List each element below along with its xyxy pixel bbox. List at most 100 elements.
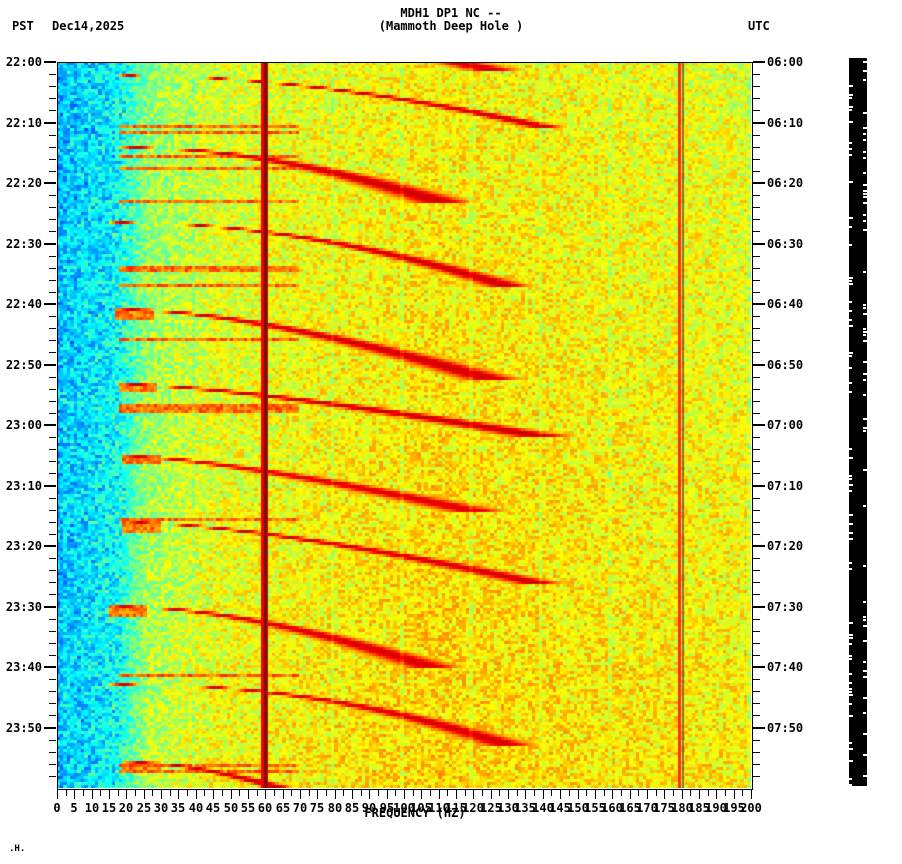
time-tick-major-utc	[753, 545, 765, 547]
time-tick-minor-pst	[49, 473, 56, 475]
strip-notch	[863, 601, 866, 603]
strip-notch	[863, 328, 866, 330]
frequency-tick-major	[595, 790, 596, 799]
strip-notch	[849, 244, 852, 246]
strip-notch	[849, 742, 852, 744]
time-tick-minor-utc	[753, 279, 760, 281]
time-label-utc: 07:10	[767, 478, 804, 493]
time-tick-minor-pst	[49, 594, 56, 596]
time-tick-minor-utc	[753, 473, 760, 475]
strip-notch	[849, 523, 853, 525]
strip-notch	[849, 382, 852, 384]
strip-notch	[849, 694, 853, 696]
frequency-label: 190	[705, 801, 727, 815]
strip-notch	[863, 361, 867, 363]
frequency-label: 155	[584, 801, 606, 815]
frequency-label: 55	[240, 801, 256, 815]
frequency-tick-minor	[551, 790, 552, 796]
time-tick-minor-utc	[753, 400, 760, 402]
time-tick-minor-pst	[49, 98, 56, 100]
strip-notch	[849, 682, 852, 684]
frequency-tick-minor	[187, 790, 188, 796]
time-tick-minor-utc	[753, 231, 760, 233]
time-tick-minor-utc	[753, 255, 760, 257]
time-tick-minor-utc	[753, 207, 760, 209]
frequency-tick-minor	[361, 790, 362, 796]
frequency-tick-minor	[638, 790, 639, 796]
time-tick-minor-pst	[49, 400, 56, 402]
frequency-tick-minor	[395, 790, 396, 796]
strip-notch	[863, 430, 866, 432]
strip-notch	[863, 331, 867, 333]
time-label-utc: 07:20	[767, 539, 804, 553]
strip-notch	[863, 469, 867, 471]
frequency-label: 105	[410, 801, 432, 815]
time-tick-minor-pst	[49, 679, 56, 681]
time-tick-minor-pst	[49, 582, 56, 584]
strip-notch	[863, 220, 866, 222]
strip-notch	[863, 697, 867, 699]
strip-notch	[863, 127, 867, 129]
strip-notch	[849, 784, 852, 786]
frequency-label: 0	[53, 801, 61, 815]
frequency-tick-minor	[430, 790, 431, 796]
time-tick-minor-pst	[49, 316, 56, 318]
time-tick-minor-utc	[753, 110, 760, 112]
frequency-tick-minor	[291, 790, 292, 796]
strip-notch	[863, 214, 866, 216]
time-tick-minor-utc	[753, 412, 760, 414]
frequency-tick-minor	[343, 790, 344, 796]
frequency-tick-minor	[725, 790, 726, 796]
strip-notch	[863, 619, 866, 621]
time-label-utc: 07:50	[767, 720, 804, 735]
time-tick-minor-pst	[49, 654, 56, 656]
strip-notch	[863, 271, 866, 273]
strip-notch	[863, 184, 867, 186]
frequency-tick-minor	[118, 790, 119, 796]
frequency-tick-minor	[170, 790, 171, 796]
time-tick-major-utc	[753, 182, 765, 184]
frequency-tick-major	[317, 790, 318, 799]
strip-notch	[863, 172, 866, 174]
frequency-tick-major	[300, 790, 301, 799]
time-tick-minor-utc	[753, 449, 760, 451]
time-tick-minor-pst	[49, 558, 56, 560]
strip-notch	[863, 775, 867, 777]
frequency-tick-major	[612, 790, 613, 799]
time-tick-major-utc	[753, 424, 765, 426]
frequency-label: 200	[740, 801, 762, 815]
strip-notch	[849, 367, 852, 369]
strip-notch	[849, 121, 853, 123]
strip-notch	[863, 427, 867, 429]
frequency-label: 75	[309, 801, 325, 815]
time-tick-minor-utc	[753, 533, 760, 535]
frequency-label: 70	[292, 801, 308, 815]
frequency-label: 25	[136, 801, 152, 815]
time-tick-minor-pst	[49, 412, 56, 414]
time-label-pst: 22:50	[5, 357, 42, 372]
strip-notch	[849, 226, 852, 228]
strip-notch	[863, 505, 866, 507]
time-tick-minor-pst	[49, 279, 56, 281]
time-tick-major-pst	[44, 303, 56, 305]
time-tick-minor-pst	[49, 509, 56, 511]
time-tick-minor-utc	[753, 195, 760, 197]
time-label-pst: 22:40	[5, 297, 42, 311]
date-label: Dec14,2025	[52, 19, 125, 33]
frequency-label: 35	[170, 801, 186, 815]
frequency-tick-major	[196, 790, 197, 799]
frequency-label: 175	[653, 801, 675, 815]
time-tick-minor-pst	[49, 219, 56, 221]
strip-notch	[849, 352, 853, 354]
frequency-label: 45	[205, 801, 221, 815]
frequency-tick-minor	[708, 790, 709, 796]
spectrogram-plot[interactable]	[57, 62, 751, 788]
time-tick-minor-pst	[49, 158, 56, 160]
time-tick-major-pst	[44, 605, 56, 608]
time-tick-minor-utc	[753, 679, 760, 681]
frequency-tick-major	[265, 790, 266, 799]
time-tick-minor-pst	[49, 267, 56, 269]
timezone-label-right: UTC	[748, 19, 770, 33]
time-tick-minor-utc	[753, 509, 760, 511]
